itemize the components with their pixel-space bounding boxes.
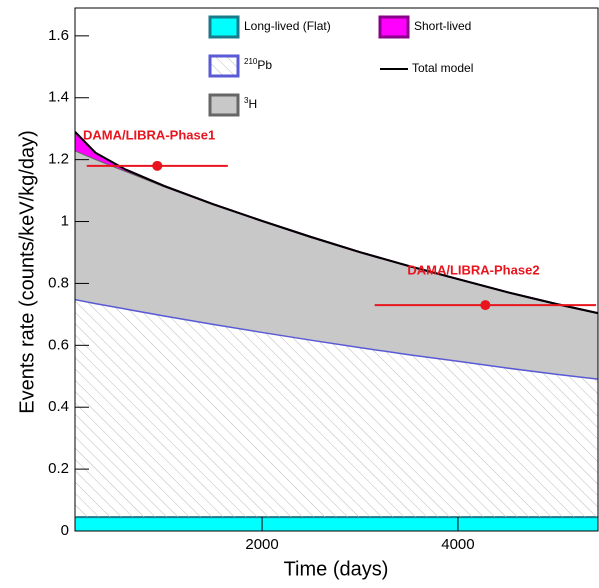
frame <box>74 7 599 532</box>
legend-label: Long-lived (Flat) <box>244 19 331 33</box>
legend-label: 3H <box>244 96 257 111</box>
y-tick-label: 1.2 <box>48 151 69 168</box>
total-model-line <box>75 131 598 315</box>
legend-name: Pb <box>257 58 272 72</box>
legend-label: 210Pb <box>244 57 272 72</box>
y-tick-label: 1.4 <box>48 89 69 106</box>
area-fill <box>75 517 598 531</box>
legend-label: Short-lived <box>414 19 471 33</box>
data-point <box>152 160 163 171</box>
y-tick-label: 0.8 <box>48 274 69 291</box>
y-tick-label: 0.4 <box>48 398 69 415</box>
legend-sup: 210 <box>244 57 258 66</box>
y-tick-label: 1 <box>61 213 69 230</box>
point-label: DAMA/LIBRA-Phase2 <box>407 263 539 278</box>
y-axis-label: Events rate (counts/keV/kg/day) <box>16 130 38 413</box>
point-label: DAMA/LIBRA-Phase1 <box>83 127 215 142</box>
y-tick-label: 0.6 <box>48 336 69 353</box>
plot-area <box>75 131 598 531</box>
area-fill <box>75 150 598 379</box>
legend-sup: 3 <box>244 96 249 105</box>
legend-name: H <box>248 97 257 111</box>
x-tick-label: 2000 <box>245 536 278 553</box>
x-axis-label: Time (days) <box>284 558 389 580</box>
data-point <box>480 300 491 311</box>
legend-swatch <box>208 54 240 78</box>
x-tick-label: 4000 <box>441 536 474 553</box>
legend-swatch <box>208 93 240 117</box>
y-tick-label: 0 <box>61 522 69 539</box>
y-tick-label: 0.2 <box>48 460 69 477</box>
y-tick-label: 1.6 <box>48 27 69 44</box>
legend-swatch <box>378 15 410 39</box>
legend-swatch <box>208 15 240 39</box>
area-fill <box>75 298 598 518</box>
legend-label: Total model <box>412 61 473 75</box>
